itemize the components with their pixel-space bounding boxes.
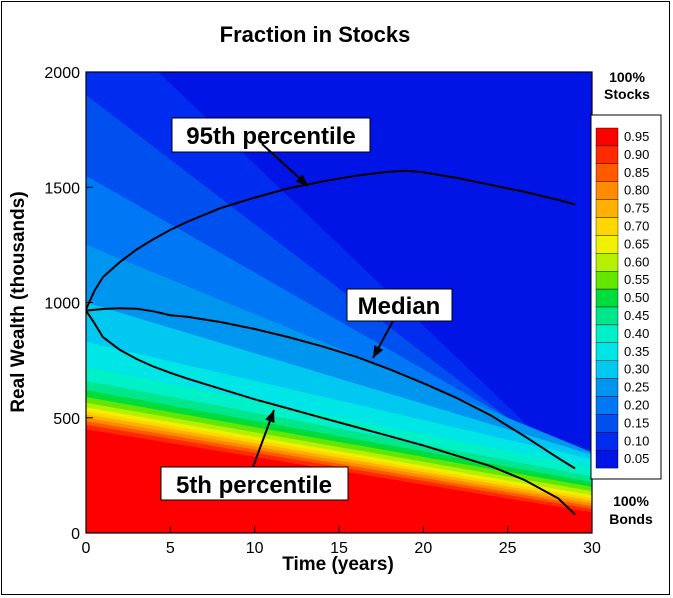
colorbar-label: 0.25	[624, 380, 649, 395]
colorbar-swatch	[595, 217, 619, 236]
colorbar-swatch	[595, 432, 619, 451]
colorbar-swatch	[595, 414, 619, 433]
colorbar-label: 0.55	[624, 272, 649, 287]
colorbar-swatch	[595, 324, 619, 343]
colorbar-label: 0.50	[624, 290, 649, 305]
annotation-95th-box	[171, 117, 371, 153]
colorbar-label: 0.95	[624, 129, 649, 144]
colorbar-label: 0.15	[624, 415, 649, 430]
annotation-95th-text: 95th percentile	[186, 123, 355, 150]
contour-bands	[86, 72, 592, 533]
annotation-median-text: Median	[358, 293, 441, 320]
colorbar-label: 0.10	[624, 433, 649, 448]
x-tick-label: 0	[82, 540, 91, 557]
y-axis-label: Real Wealth (thousands)	[8, 191, 29, 412]
x-axis-label: Time (years)	[282, 554, 394, 575]
stocks-label-word: Stocks	[604, 86, 650, 102]
colorbar-swatch	[595, 288, 619, 308]
colorbar-label: 0.65	[624, 236, 649, 251]
heatmap	[86, 72, 592, 533]
colorbar-swatch	[595, 163, 619, 182]
annotation-95th-arrowhead	[295, 174, 308, 186]
stocks-label-percent: 100%	[609, 69, 645, 85]
x-axis: 0 5 10 15 20 25 30	[82, 526, 601, 557]
colorbar-label: 0.60	[624, 254, 649, 269]
annotations: 95th percentile Median 5th percentile	[160, 117, 453, 501]
annotation-5th: 5th percentile	[160, 409, 349, 501]
colorbar-label: 0.75	[624, 201, 649, 216]
colorbar-swatch	[595, 271, 619, 290]
y-tick-label: 1000	[44, 296, 80, 313]
colorbar-label: 0.80	[624, 183, 649, 198]
annotation-95th: 95th percentile	[171, 117, 371, 187]
colorbar-label: 0.45	[624, 308, 649, 323]
colorbar-swatch	[595, 199, 619, 218]
x-tick-label: 30	[583, 540, 601, 557]
x-tick-label: 25	[499, 540, 517, 557]
colorbar-swatch	[595, 378, 619, 397]
annotation-median: Median	[346, 288, 453, 359]
colorbar-swatch	[595, 450, 619, 469]
colorbar-swatch	[595, 360, 619, 379]
colorbar-label: 0.85	[624, 165, 649, 180]
annotation-5th-arrowhead	[265, 410, 275, 423]
curve-5th-percentile	[86, 310, 576, 516]
annotation-median-arrowhead	[373, 345, 384, 358]
x-tick-label: 15	[330, 540, 348, 557]
colorbar-swatch	[595, 306, 619, 326]
colorbar-swatch	[595, 181, 619, 200]
bonds-label-word: Bonds	[609, 511, 653, 527]
y-axis: 0 500 1000 1500 2000	[44, 65, 93, 543]
colorbar-swatch	[595, 235, 619, 254]
colorbar-label: 0.90	[624, 147, 649, 162]
colorbar-label: 0.70	[624, 219, 649, 234]
curve-95th-percentile	[86, 169, 576, 310]
x-tick-label: 10	[246, 540, 264, 557]
bonds-label-percent: 100%	[613, 493, 649, 509]
x-tick-label: 20	[414, 540, 432, 557]
colorbar-label: 0.05	[624, 451, 649, 466]
colorbar-swatch	[595, 127, 619, 147]
colorbar-label: 0.30	[624, 362, 649, 377]
colorbar-swatch	[595, 253, 619, 272]
colorbar-label: 0.20	[624, 398, 649, 413]
curve-median	[86, 307, 576, 470]
annotation-5th-box	[160, 466, 349, 501]
y-tick-label: 0	[71, 526, 80, 543]
colorbar-swatch	[595, 342, 619, 361]
colorbar-swatch	[595, 396, 619, 415]
percentile-curves	[86, 169, 576, 516]
y-tick-label: 500	[53, 411, 80, 428]
annotation-5th-text: 5th percentile	[176, 472, 332, 499]
colorbar-swatch	[595, 145, 619, 164]
x-tick-label: 5	[166, 540, 175, 557]
colorbar-label: 0.35	[624, 344, 649, 359]
annotation-median-box	[346, 288, 453, 322]
colorbar: 0.95 0.90 0.85 0.80 0.75 0.70 0.65 0.60 0.55 0.50…	[595, 127, 649, 469]
colorbar-label: 0.40	[624, 326, 649, 341]
y-tick-label: 1500	[44, 180, 80, 197]
y-tick-label: 2000	[44, 65, 80, 82]
chart-title: Fraction in Stocks	[220, 22, 411, 47]
